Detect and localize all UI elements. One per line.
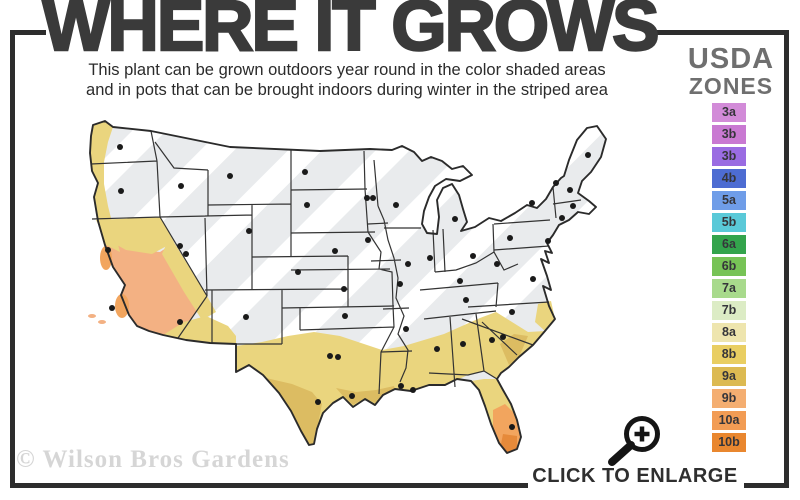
legend-zone-swatch: 8b [712,345,746,364]
legend-zone-swatch: 3b [712,147,746,166]
frame-bottom-right [744,483,789,488]
usda-heading-line1: USDA [687,43,775,75]
watermark: © Wilson Bros Gardens [16,446,290,473]
subtitle-line-1: This plant can be grown outdoors year ro… [88,61,606,79]
usda-zones-legend: 3a 3b 3b 4b 5a 5b 6a 6b 7a 7b 8a 8b 9a 9… [712,103,746,455]
frame-top-left [10,30,46,35]
click-to-enlarge-button[interactable]: CLICK TO ENLARGE [532,465,738,487]
usda-zones-heading: USDA ZONES [664,44,798,98]
legend-zone-swatch: 10a [712,411,746,430]
city-dots [105,144,591,430]
legend-zone-swatch: 3a [712,103,746,122]
legend-zone-swatch: 7a [712,279,746,298]
usda-heading-line2: ZONES [688,73,774,99]
legend-zone-swatch: 5b [712,213,746,232]
state-borders [90,130,582,395]
magnifier-plus-icon[interactable] [598,410,670,468]
frame-right [784,30,789,488]
legend-zone-swatch: 8a [712,323,746,342]
frame-top-right [656,30,789,35]
frame-left [10,30,15,488]
zone-region-gold [266,334,528,445]
legend-zone-swatch: 4b [712,169,746,188]
legend-zone-swatch: 5a [712,191,746,210]
subtitle-line-2: and in pots that can be brought indoors … [86,81,608,99]
legend-zone-swatch: 3b [712,125,746,144]
legend-zone-swatch: 6b [712,257,746,276]
frame-bottom-left [10,483,528,488]
subtitle: This plant can be grown outdoors year ro… [27,60,667,100]
us-outline [89,120,607,454]
legend-zone-swatch: 9a [712,367,746,386]
legend-zone-swatch: 6a [712,235,746,254]
page-title: WHERE IT GROWS [41,0,660,66]
legend-zone-swatch: 7b [712,301,746,320]
legend-zone-swatch: 10b [712,433,746,452]
zone-region-deep-orange [501,434,517,453]
legend-zone-swatch: 9b [712,389,746,408]
